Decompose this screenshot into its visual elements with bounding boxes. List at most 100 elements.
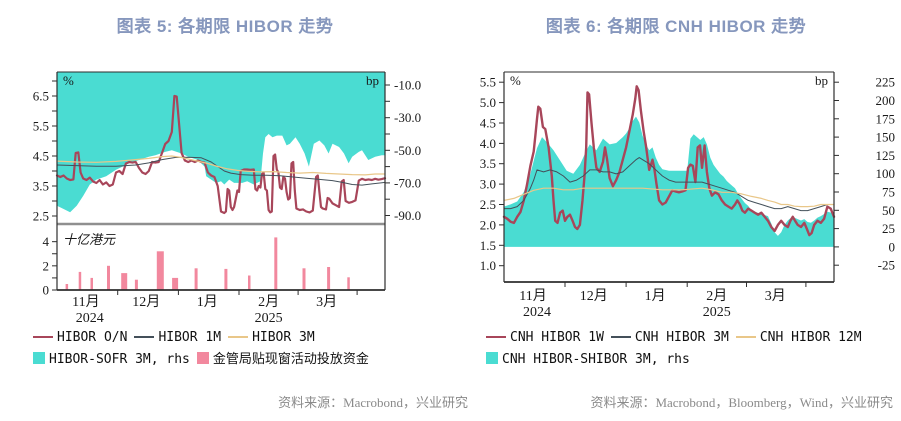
legend-item-cnh-hibor-3m: CNH HIBOR 3M xyxy=(610,327,729,348)
line-series-cnh-hibor-12m xyxy=(503,187,835,208)
legend-item-cnh-hibor-12m: CNH HIBOR 12M xyxy=(735,327,862,348)
left-axis-label: 4.0 xyxy=(480,136,496,151)
month-label: 3月 xyxy=(316,294,337,310)
legend-row: CNH HIBOR 1W CNH HIBOR 3M CNH HIBOR 12M xyxy=(486,327,901,349)
right-axis-label: -90.0 xyxy=(394,208,421,223)
left-axis-label: 1.5 xyxy=(480,238,496,253)
line-series-hibor-o-n xyxy=(55,94,387,215)
year-label: 2024 xyxy=(523,305,551,320)
bar-axis-label: 2 xyxy=(43,258,50,273)
chart-6-title: 图表 6: 各期限 CNH HIBOR 走势 xyxy=(545,17,807,36)
bar- xyxy=(134,279,138,290)
right-axis-label: -50.0 xyxy=(394,143,421,158)
legend-label: HIBOR-SOFR 3M, rhs xyxy=(49,352,190,367)
right-axis-unit: bp xyxy=(815,73,828,88)
legend-label: CNH HIBOR-SHIBOR 3M, rhs xyxy=(502,352,690,367)
month-label: 3月 xyxy=(765,288,786,304)
line-series-hibor-1m xyxy=(56,156,386,186)
month-label: 12月 xyxy=(580,288,608,304)
left-axis-label: 3.5 xyxy=(480,156,496,171)
right-axis-label: -70.0 xyxy=(394,175,421,190)
legend-label: HIBOR 3M xyxy=(252,330,315,345)
right-axis-label: -10.0 xyxy=(394,78,421,93)
cnh-hibor-chart-source: 资料来源：Macrobond，Bloomberg，Wind，兴业研究 xyxy=(590,395,893,410)
right-axis-label: 0 xyxy=(889,239,896,254)
left-axis-label: 2.5 xyxy=(480,197,496,212)
line-series-cnh-hibor-3m xyxy=(503,157,835,212)
right-axis-label: 175 xyxy=(876,111,896,126)
right-axis-unit: bp xyxy=(366,73,379,88)
left-axis-label: 3.0 xyxy=(480,177,496,192)
left-axis-label: 5.0 xyxy=(480,95,496,110)
bar- xyxy=(224,268,228,290)
right-axis-label: -25 xyxy=(878,258,895,273)
legend-item-hibor-sofr-3m-rhs: HIBOR-SOFR 3M, rhs xyxy=(33,349,190,370)
area-series-cnh-hibor-shibor-3m-rhs xyxy=(504,116,834,247)
cnh-hibor-chart-legend: CNH HIBOR 1W CNH HIBOR 3M CNH HIBOR 12M CNH… xyxy=(486,327,901,371)
right-axis-label: -30.0 xyxy=(394,110,421,125)
legend-row: HIBOR O/N HIBOR 1M HIBOR 3M xyxy=(33,327,453,349)
legend-item-hibor-3m: HIBOR 3M xyxy=(228,327,315,348)
year-label: 2025 xyxy=(255,311,283,326)
month-label: 1月 xyxy=(645,288,666,304)
month-label: 2月 xyxy=(706,288,727,304)
month-label: 11月 xyxy=(519,288,546,304)
line-series-cnh-hibor-1w xyxy=(502,85,836,237)
line-swatch-icon xyxy=(610,335,631,338)
line-series-hibor-3m xyxy=(56,155,386,176)
hibor-chart-source: 资料来源：Macrobond，兴业研究 xyxy=(278,395,468,410)
line-swatch-icon xyxy=(134,335,155,338)
legend-label: 金管局贴现窗活动投放资金 xyxy=(212,352,369,367)
bar- xyxy=(172,277,179,290)
line-swatch-icon xyxy=(486,335,506,338)
bar- xyxy=(302,268,306,291)
legend-label: CNH HIBOR 1W xyxy=(510,330,604,345)
left-axis-label: 4.5 xyxy=(480,115,496,130)
left-axis-label: 5.5 xyxy=(480,75,496,90)
bar- xyxy=(121,273,128,290)
bar- xyxy=(274,237,278,290)
month-label: 1月 xyxy=(197,294,218,310)
box-swatch-icon xyxy=(33,352,45,364)
right-axis-label: 75 xyxy=(882,185,895,200)
left-axis-label: 1.0 xyxy=(480,258,496,273)
cnh-hibor-chart: 5.5 5.0 4.5 4.0 3.5 3.0 2.5 2.0 1.5 1.0 225 200 175 1… xyxy=(480,71,896,320)
legend-item-: 金管局贴现窗活动投放资金 xyxy=(196,349,369,370)
bar-axis-label: 4 xyxy=(43,234,50,249)
month-label: 11月 xyxy=(72,294,99,310)
bar- xyxy=(248,275,251,290)
right-axis-label: 25 xyxy=(882,221,895,236)
month-label: 12月 xyxy=(132,294,160,310)
bar- xyxy=(107,265,110,290)
legend-item-cnh-hibor-shibor-3m-rhs: CNH HIBOR-SHIBOR 3M, rhs xyxy=(486,349,690,370)
legend-item-hibor-1m: HIBOR 1M xyxy=(134,327,221,348)
hibor-chart-legend: HIBOR O/N HIBOR 1M HIBOR 3M HIBOR-SOFR 3M, … xyxy=(33,327,453,371)
legend-item-hibor-o-n: HIBOR O/N xyxy=(33,327,127,348)
bar- xyxy=(65,284,69,290)
bar- xyxy=(78,271,82,290)
right-axis-label: 225 xyxy=(876,75,896,90)
legend-label: CNH HIBOR 12M xyxy=(759,330,862,345)
left-axis-label: 4.5 xyxy=(33,149,49,164)
box-swatch-icon xyxy=(196,352,209,364)
area-series-hibor-sofr-3m-rhs xyxy=(57,72,385,213)
left-axis-unit: % xyxy=(510,73,521,88)
hibor-chart: 0 2 4 十亿港元 6.5 5.5 4.5 3.5 2.5 -10.0 -30.0 -50.0 -70… xyxy=(33,71,421,326)
year-label: 2025 xyxy=(703,305,731,320)
bar- xyxy=(156,251,164,290)
line-swatch-icon xyxy=(33,335,53,338)
month-label: 2月 xyxy=(258,294,279,310)
left-axis-unit: % xyxy=(63,73,74,88)
line-swatch-icon xyxy=(228,335,249,338)
right-axis-label: 150 xyxy=(876,130,896,145)
right-axis-label: 125 xyxy=(876,148,896,163)
legend-label: HIBOR 1M xyxy=(158,330,222,345)
left-axis-label: 5.5 xyxy=(33,119,49,134)
chart-5-title: 图表 5: 各期限 HIBOR 走势 xyxy=(116,17,334,36)
year-label: 2024 xyxy=(76,311,104,326)
right-axis-label: 100 xyxy=(876,166,896,181)
left-axis-label: 2.0 xyxy=(480,217,496,232)
legend-label: HIBOR O/N xyxy=(57,330,128,345)
legend-item-cnh-hibor-1w: CNH HIBOR 1W xyxy=(486,327,604,348)
left-axis-label: 2.5 xyxy=(33,209,49,224)
